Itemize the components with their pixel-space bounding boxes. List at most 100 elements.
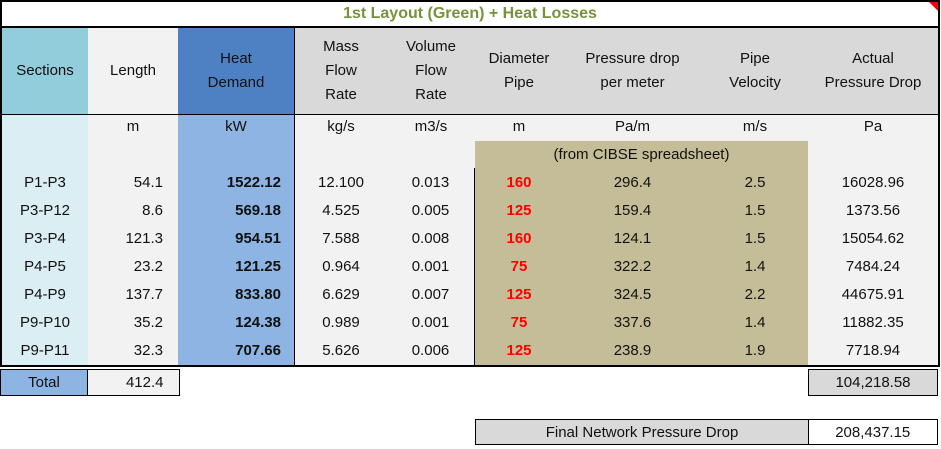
- table-title: 1st Layout (Green) + Heat Losses: [343, 5, 597, 22]
- cell-pressure-drop-per-m[interactable]: 124.1: [563, 224, 702, 253]
- cibse-note-cell[interactable]: (from CIBSE spreadsheet): [475, 141, 808, 168]
- cell-section[interactable]: P1-P3: [2, 168, 88, 197]
- unit-diameter[interactable]: m: [475, 115, 563, 141]
- cell-volume-flow[interactable]: 0.001: [387, 252, 475, 281]
- cell-actual-pressure-drop[interactable]: 11882.35: [808, 308, 938, 337]
- header-volume-flow-rate[interactable]: Volume Flow Rate: [387, 28, 475, 114]
- final-network-row: Final Network Pressure Drop 208,437.15: [0, 419, 940, 445]
- total-length-cell[interactable]: 412.4: [86, 369, 180, 396]
- cell-diameter[interactable]: 125: [475, 280, 563, 309]
- cell-velocity[interactable]: 2.5: [702, 168, 808, 197]
- table-row: P4-P9 137.7 833.80 6.629 0.007 125 324.5…: [2, 280, 938, 309]
- cell-pressure-drop-per-m[interactable]: 238.9: [563, 336, 702, 365]
- cell-heat-demand[interactable]: 833.80: [178, 280, 295, 309]
- table-title-cell[interactable]: 1st Layout (Green) + Heat Losses: [2, 2, 938, 28]
- cell-velocity[interactable]: 1.4: [702, 308, 808, 337]
- cell-volume-flow[interactable]: 0.013: [387, 168, 475, 197]
- units-row: m kW kg/s m3/s m Pa/m m/s Pa (from CIBSE…: [2, 115, 938, 168]
- cell-section[interactable]: P4-P5: [2, 252, 88, 281]
- cell-length[interactable]: 32.3: [88, 336, 178, 365]
- cell-section[interactable]: P9-P10: [2, 308, 88, 337]
- cell-heat-demand[interactable]: 569.18: [178, 196, 295, 225]
- cell-volume-flow[interactable]: 0.007: [387, 280, 475, 309]
- cell-mass-flow[interactable]: 12.100: [295, 168, 387, 197]
- cell-heat-demand[interactable]: 707.66: [178, 336, 295, 365]
- cell-length[interactable]: 121.3: [88, 224, 178, 253]
- unit-volume-flow[interactable]: m3/s: [387, 115, 475, 168]
- final-network-pressure-drop-value[interactable]: 208,437.15: [807, 419, 938, 445]
- cell-mass-flow[interactable]: 0.964: [295, 252, 387, 281]
- header-pressure-drop-per-meter[interactable]: Pressure drop per meter: [563, 28, 702, 114]
- cell-actual-pressure-drop[interactable]: 7718.94: [808, 336, 938, 365]
- unit-actual-pressure-drop[interactable]: Pa: [808, 115, 938, 141]
- cell-mass-flow[interactable]: 5.626: [295, 336, 387, 365]
- cell-diameter[interactable]: 160: [475, 224, 563, 253]
- cell-mass-flow[interactable]: 7.588: [295, 224, 387, 253]
- cell-heat-demand[interactable]: 954.51: [178, 224, 295, 253]
- header-diameter-pipe[interactable]: Diameter Pipe: [475, 28, 563, 114]
- cell-length[interactable]: 35.2: [88, 308, 178, 337]
- cell-pressure-drop-per-m[interactable]: 322.2: [563, 252, 702, 281]
- unit-mass-flow[interactable]: kg/s: [295, 115, 387, 168]
- cell-actual-pressure-drop[interactable]: 1373.56: [808, 196, 938, 225]
- cell-pressure-drop-per-m[interactable]: 159.4: [563, 196, 702, 225]
- cell-length[interactable]: 8.6: [88, 196, 178, 225]
- unit-sections[interactable]: [2, 115, 88, 168]
- pressure-drop-table: 1st Layout (Green) + Heat Losses Section…: [0, 0, 940, 367]
- cell-section[interactable]: P4-P9: [2, 280, 88, 309]
- total-actual-pressure-drop-cell[interactable]: 104,218.58: [808, 369, 938, 396]
- cell-velocity[interactable]: 1.5: [702, 196, 808, 225]
- table-row: P9-P10 35.2 124.38 0.989 0.001 75 337.6 …: [2, 308, 938, 337]
- unit-length[interactable]: m: [88, 115, 178, 168]
- cell-actual-pressure-drop[interactable]: 16028.96: [808, 168, 938, 197]
- cell-velocity[interactable]: 1.9: [702, 336, 808, 365]
- cell-mass-flow[interactable]: 6.629: [295, 280, 387, 309]
- header-actual-pressure-drop[interactable]: Actual Pressure Drop: [808, 28, 938, 114]
- header-pipe-velocity[interactable]: Pipe Velocity: [702, 28, 808, 114]
- total-label-cell[interactable]: Total: [0, 369, 88, 396]
- table-row: P1-P3 54.1 1522.12 12.100 0.013 160 296.…: [2, 168, 938, 197]
- unit-velocity[interactable]: m/s: [702, 115, 808, 141]
- cell-volume-flow[interactable]: 0.008: [387, 224, 475, 253]
- cell-velocity[interactable]: 2.2: [702, 280, 808, 309]
- cell-diameter[interactable]: 75: [475, 308, 563, 337]
- cell-length[interactable]: 137.7: [88, 280, 178, 309]
- cell-section[interactable]: P3-P4: [2, 224, 88, 253]
- cell-heat-demand[interactable]: 124.38: [178, 308, 295, 337]
- cell-diameter[interactable]: 125: [475, 336, 563, 365]
- cell-pressure-drop-per-m[interactable]: 324.5: [563, 280, 702, 309]
- cell-length[interactable]: 54.1: [88, 168, 178, 197]
- header-sections[interactable]: Sections: [2, 28, 88, 114]
- cell-volume-flow[interactable]: 0.005: [387, 196, 475, 225]
- cell-volume-flow[interactable]: 0.001: [387, 308, 475, 337]
- cell-pressure-drop-per-m[interactable]: 296.4: [563, 168, 702, 197]
- header-length[interactable]: Length: [88, 28, 178, 114]
- total-row: Total 412.4 104,218.58: [0, 369, 940, 396]
- cell-actual-pressure-drop[interactable]: 7484.24: [808, 252, 938, 281]
- cell-volume-flow[interactable]: 0.006: [387, 336, 475, 365]
- cell-velocity[interactable]: 1.4: [702, 252, 808, 281]
- cell-velocity[interactable]: 1.5: [702, 224, 808, 253]
- cell-section[interactable]: P9-P11: [2, 336, 88, 365]
- header-row: Sections Length Heat Demand Mass Flow Ra…: [2, 28, 938, 115]
- header-heat-demand[interactable]: Heat Demand: [178, 28, 295, 114]
- cell-actual-pressure-drop[interactable]: 15054.62: [808, 224, 938, 253]
- cell-length[interactable]: 23.2: [88, 252, 178, 281]
- cell-heat-demand[interactable]: 121.25: [178, 252, 295, 281]
- cell-diameter[interactable]: 75: [475, 252, 563, 281]
- cell-heat-demand[interactable]: 1522.12: [178, 168, 295, 197]
- table-row: P9-P11 32.3 707.66 5.626 0.006 125 238.9…: [2, 336, 938, 365]
- cell-mass-flow[interactable]: 0.989: [295, 308, 387, 337]
- cell-actual-pressure-drop[interactable]: 44675.91: [808, 280, 938, 309]
- header-mass-flow-rate[interactable]: Mass Flow Rate: [295, 28, 387, 114]
- cell-pressure-drop-per-m[interactable]: 337.6: [563, 308, 702, 337]
- cell-mass-flow[interactable]: 4.525: [295, 196, 387, 225]
- unit-heat-demand[interactable]: kW: [178, 115, 295, 168]
- cell-diameter[interactable]: 125: [475, 196, 563, 225]
- cell-section[interactable]: P3-P12: [2, 196, 88, 225]
- final-network-pressure-drop-label[interactable]: Final Network Pressure Drop: [475, 419, 809, 445]
- cell-diameter[interactable]: 160: [475, 168, 563, 197]
- table-row: P3-P12 8.6 569.18 4.525 0.005 125 159.4 …: [2, 196, 938, 225]
- table-row: P4-P5 23.2 121.25 0.964 0.001 75 322.2 1…: [2, 252, 938, 281]
- unit-pressure-drop-per-m[interactable]: Pa/m: [563, 115, 702, 141]
